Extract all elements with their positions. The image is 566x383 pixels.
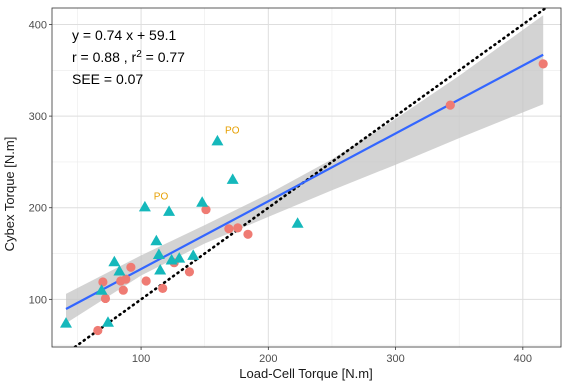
x-tick-label: 400 [514,353,532,365]
data-point-triangle [173,252,186,263]
data-point-circle [126,262,136,272]
data-point-circle [233,223,243,233]
data-point-triangle [101,316,114,327]
annotations: PO PO [154,126,240,203]
x-tick-label: 100 [132,353,150,365]
data-point-circle [158,283,168,293]
data-point-triangle [108,255,121,267]
data-point-triangle [150,234,163,246]
annotation-label: PO [154,191,169,202]
x-tick-label: 200 [259,353,277,365]
y-tick-label: 200 [29,203,47,215]
data-point-circle [121,274,131,284]
data-point-triangle [152,248,165,259]
identity-line [73,8,548,347]
data-points [59,59,548,336]
axes: 100 200 300 400 100 200 300 400 [29,19,532,365]
data-point-circle [141,276,151,286]
regression-line-path [65,53,544,311]
grid-lines [52,8,561,347]
data-point-circle [445,100,455,110]
identity-line-path [73,8,548,347]
y-tick-label: 400 [29,19,47,31]
y-tick-label: 100 [29,294,47,306]
see-label: SEE = 0.07 [72,71,143,87]
data-point-triangle [95,284,108,295]
data-point-triangle [226,173,239,184]
data-point-circle [100,293,111,304]
data-point-triangle [291,217,304,228]
data-point-circle [243,229,253,239]
data-point-triangle [113,264,126,276]
data-point-circle [93,325,103,336]
data-point-triangle [59,317,72,328]
panel-frame [51,7,562,348]
y-tick-label: 300 [29,111,47,123]
correlation-label: r = 0.88 , r2 = 0.77 [72,49,185,65]
regression-line [65,53,544,311]
equation-label: y = 0.74 x + 59.1 [72,27,177,43]
data-point-triangle [211,134,224,146]
data-point-circle [201,204,211,215]
data-point-circle [118,285,128,295]
data-point-triangle [154,264,167,275]
y-axis-title: Cybex Torque [N.m] [2,137,17,252]
data-point-triangle [187,249,200,260]
data-point-triangle [196,196,209,207]
data-point-circle [224,224,234,234]
annotation-label: PO [225,126,240,137]
data-point-circle [538,59,548,69]
data-point-triangle [163,205,176,216]
x-tick-label: 300 [386,353,404,365]
panel-border [51,7,562,348]
data-point-circle [184,267,195,277]
data-point-circle [98,277,108,287]
x-axis-title: Load-Cell Torque [N.m] [239,366,372,381]
data-point-triangle [138,200,151,212]
